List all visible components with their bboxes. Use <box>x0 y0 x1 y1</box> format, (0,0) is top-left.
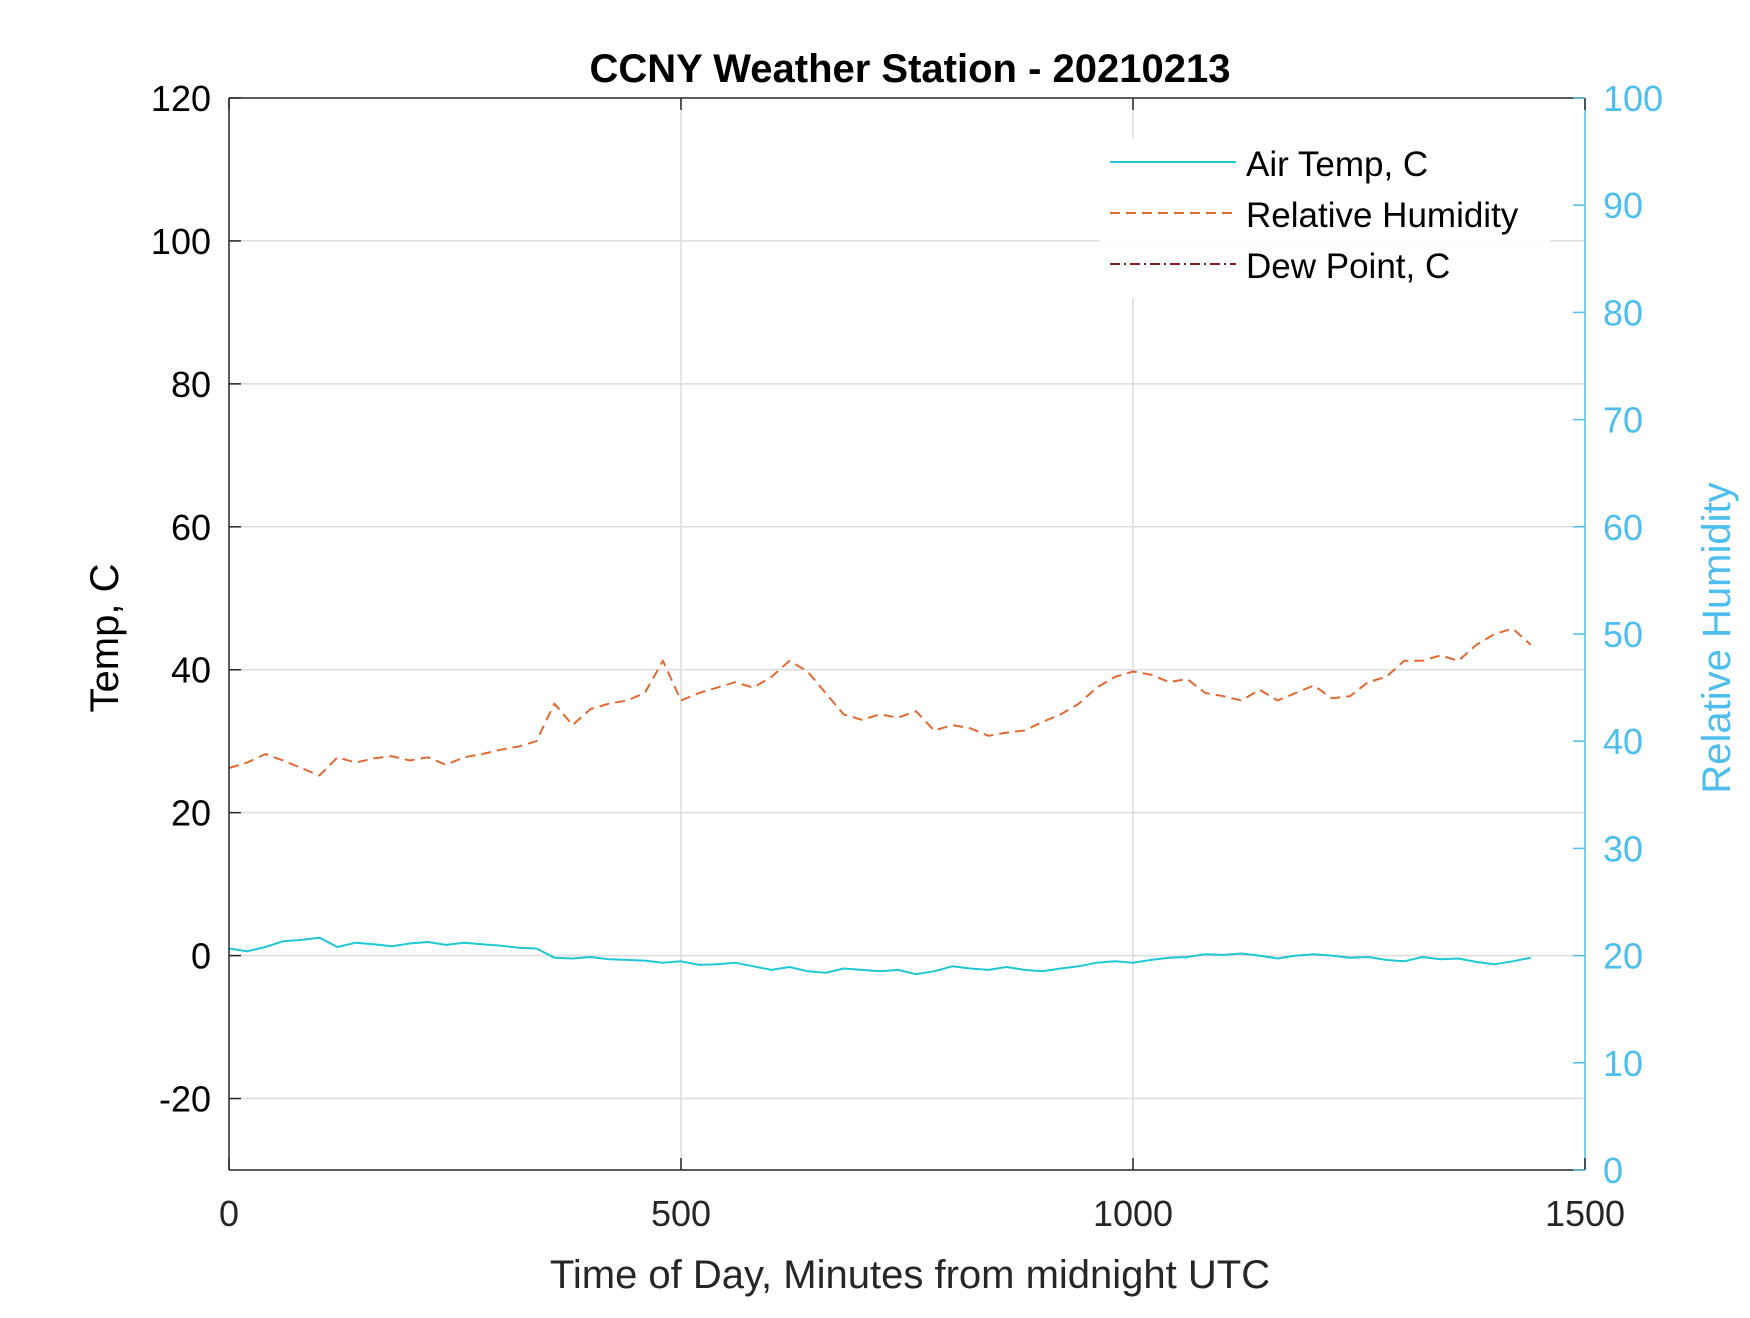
y-tick-label-left: 40 <box>171 650 211 691</box>
x-tick-label: 1500 <box>1545 1193 1625 1234</box>
y-tick-label-right: 20 <box>1603 936 1643 977</box>
y-tick-label-left: 0 <box>191 936 211 977</box>
y-tick-label-left: 80 <box>171 364 211 405</box>
legend-box <box>1100 138 1550 298</box>
y-tick-label-right: 0 <box>1603 1150 1623 1191</box>
chart-title: CCNY Weather Station - 20210213 <box>590 47 1231 91</box>
legend-entry-dew-point: Dew Point, C <box>1110 247 1450 286</box>
series-lines <box>228 627 1532 976</box>
y-axis-label-right: Relative Humidity <box>1695 482 1739 793</box>
y-tick-label-left: 100 <box>151 221 211 262</box>
series-line-relative-humidity <box>228 627 1532 777</box>
y-tick-label-right: 100 <box>1603 78 1663 119</box>
y-tick-label-right: 70 <box>1603 400 1643 441</box>
y-tick-label-right: 90 <box>1603 185 1643 226</box>
legend-entry-relative-humidity: Relative Humidity <box>1110 196 1519 235</box>
legend-label-relative-humidity: Relative Humidity <box>1246 196 1519 235</box>
legend-entry-air-temp: Air Temp, C <box>1110 145 1428 184</box>
y-tick-label-right: 40 <box>1603 721 1643 762</box>
series-line-air-temp <box>228 936 1531 976</box>
y-tick-label-right: 50 <box>1603 614 1643 655</box>
x-tick-label: 1000 <box>1093 1193 1173 1234</box>
axes: 0 500 1000 1500 -20 0 20 40 60 80 100 120 0 10 20 30 40 5… <box>151 78 1663 1234</box>
legend-label-dew-point: Dew Point, C <box>1246 247 1450 286</box>
x-tick-label: 0 <box>219 1193 239 1234</box>
y-tick-label-right: 80 <box>1603 292 1643 333</box>
x-tick-label: 500 <box>651 1193 711 1234</box>
y-tick-label-right: 60 <box>1603 507 1643 548</box>
y-tick-label-left: 60 <box>171 507 211 548</box>
legend: Air Temp, C Relative Humidity Dew Point,… <box>1100 138 1550 298</box>
y-tick-label-left: 20 <box>171 793 211 834</box>
y-tick-label-left: -20 <box>159 1079 211 1120</box>
legend-label-air-temp: Air Temp, C <box>1246 145 1428 184</box>
y-tick-label-left: 120 <box>151 78 211 119</box>
y-tick-label-right: 30 <box>1603 828 1643 869</box>
x-axis-label: Time of Day, Minutes from midnight UTC <box>550 1253 1270 1297</box>
y-tick-label-right: 10 <box>1603 1043 1643 1084</box>
y-axis-label-left: Temp, C <box>83 564 127 713</box>
